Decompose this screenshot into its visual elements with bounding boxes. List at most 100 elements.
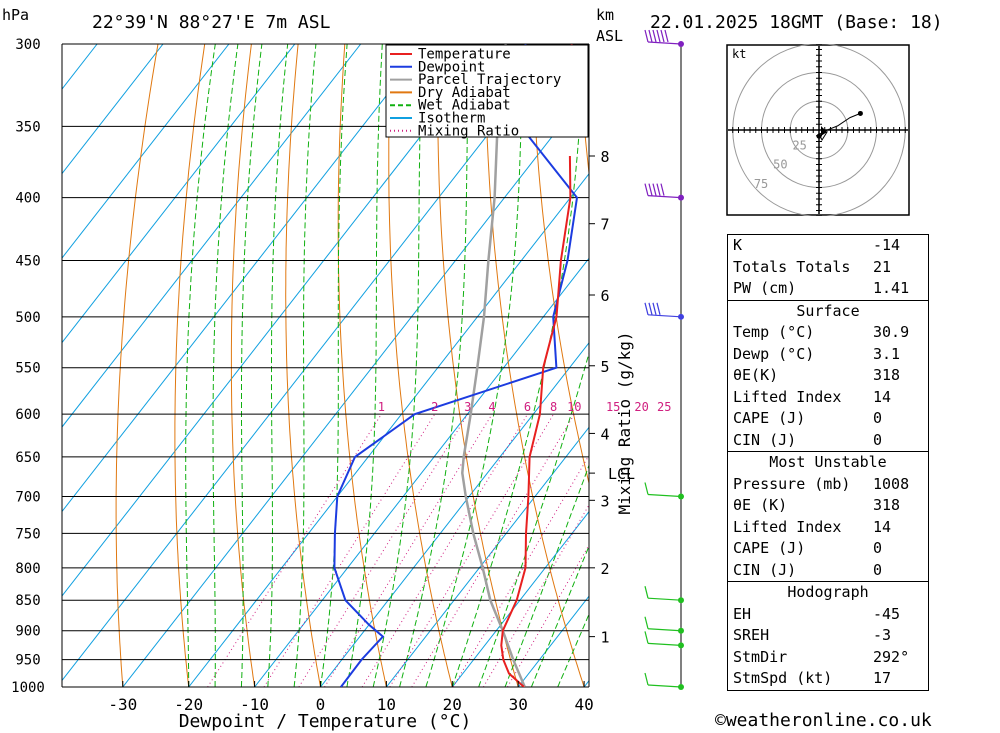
legend-label: Temperature	[418, 47, 511, 63]
most-unstable-index-value: 0	[873, 539, 883, 557]
most-unstable-index-label: Pressure (mb)	[733, 474, 851, 493]
wind-barb-feather	[652, 183, 657, 196]
pressure-tick-label: 950	[15, 653, 40, 669]
indices-table: K -14 Totals Totals 21 PW (cm) 1.41 Surface T…	[727, 234, 929, 691]
hodograph-index-value: -3	[873, 626, 892, 644]
mixing-ratio-line	[324, 413, 493, 687]
most-unstable-index-label: Lifted Index	[733, 517, 842, 536]
hodograph-index-label: EH	[733, 604, 752, 623]
wind-barb-feather	[656, 183, 661, 196]
km-tick-label: 5	[600, 358, 609, 376]
dry-adiabat-line	[230, 44, 256, 687]
wind-barb-feather	[644, 302, 649, 315]
wind-barb-staff	[647, 195, 682, 199]
dry-adiabat-line	[719, 44, 720, 687]
mixing-ratio-label: 6	[524, 400, 531, 414]
pressure-tick-label: 800	[15, 561, 40, 577]
general-indices: K -14 Totals Totals 21 PW (cm) 1.41	[728, 235, 928, 300]
wind-barb-staff	[647, 314, 682, 318]
km-tick-label: 3	[600, 492, 609, 510]
km-tick-label: 2	[600, 560, 609, 578]
pressure-tick-label: 900	[15, 624, 40, 640]
mixing-ratio-label: 15	[606, 400, 620, 414]
wind-barb-feather	[644, 631, 649, 644]
general-index-label: Totals Totals	[733, 257, 851, 276]
hodograph-index-label: SREH	[733, 626, 770, 644]
mixing-ratio-label: 1	[378, 400, 385, 414]
legend-label: Isotherm	[418, 111, 485, 127]
most-unstable-index-value: 14	[873, 517, 892, 536]
wind-barb	[644, 29, 682, 45]
wind-barb-feather	[648, 302, 653, 315]
copyright: ©weatheronline.co.uk	[715, 710, 932, 731]
isotherm-line	[62, 44, 164, 175]
general-index-value: 1.41	[873, 279, 910, 297]
wet-adiabat-line	[557, 612, 589, 687]
profiles	[333, 44, 579, 687]
general-index-row: K -14	[728, 235, 928, 257]
surface-index-value: 0	[873, 409, 883, 427]
pressure-tick-label: 600	[15, 407, 40, 423]
surface-index-value: 318	[873, 366, 901, 384]
hodograph-ring-label: 75	[754, 177, 768, 191]
mixing-ratio-line	[482, 503, 589, 687]
surface-section-title: Surface	[728, 299, 928, 323]
wind-barb-feather	[648, 29, 653, 43]
surface-index-label: CIN (J)	[733, 430, 797, 449]
hodograph-unit-label: kt	[732, 47, 746, 61]
hodograph-index-value: 292°	[873, 647, 910, 666]
datetime-title: 22.01.2025 18GMT (Base: 18)	[650, 12, 943, 33]
dry-adiabat-line	[115, 44, 159, 687]
hodograph-section-title: Hodograph	[728, 581, 928, 604]
mixing-ratio-line	[298, 413, 469, 687]
mixing-ratio-axis-label: Mixing Ratio (g/kg)	[615, 331, 634, 514]
legend-label: Wet Adiabat	[418, 98, 511, 114]
temperature-line	[500, 155, 572, 687]
wet-adiabat-line	[399, 44, 470, 687]
parcel-trajectory-line	[461, 44, 526, 687]
isotherm-line	[62, 44, 362, 428]
general-index-row: Totals Totals 21	[728, 257, 928, 279]
dry-adiabat-line	[337, 44, 387, 687]
pressure-tick-label: 550	[15, 361, 40, 377]
temp-tick-label: 0	[316, 695, 326, 714]
most-unstable-index-row: Pressure (mb) 1008	[728, 474, 928, 496]
surface-index-value: 3.1	[873, 344, 901, 363]
mixing-ratio-label: 2	[431, 400, 438, 414]
dewpoint-line	[333, 44, 579, 687]
isotherm-line	[650, 44, 720, 687]
isotherm-line	[62, 44, 296, 344]
temp-tick-label: 10	[377, 695, 396, 714]
wind-barb	[644, 631, 682, 646]
mixing-ratio-label: 8	[550, 400, 557, 414]
km-unit-label: km	[596, 6, 615, 24]
dry-adiabat-line	[672, 44, 720, 687]
wind-barb-feather	[644, 29, 649, 43]
mixing-ratio-line	[389, 413, 554, 687]
dry-adiabat-line	[484, 44, 585, 687]
isotherm-line	[451, 510, 589, 687]
temp-tick-label: -20	[174, 695, 203, 714]
temp-tick-label: 20	[443, 695, 462, 714]
wind-barb	[644, 672, 682, 688]
surface-index-label: Temp (°C)	[733, 323, 815, 341]
most-unstable-index-row: CAPE (J) 0	[728, 538, 928, 560]
wet-adiabat-line	[372, 44, 424, 687]
surface-index-row: CIN (J) 0	[728, 430, 928, 452]
wind-barb	[644, 482, 682, 498]
wind-barb-feather	[656, 29, 661, 43]
wet-adiabat-line	[212, 44, 239, 687]
isotherm-line	[62, 44, 230, 259]
storm-motion-marker-outline	[818, 131, 829, 142]
wind-barb-staff	[647, 41, 682, 45]
surface-index-value: 30.9	[873, 323, 910, 341]
legend-label: Dry Adiabat	[418, 85, 511, 101]
legend-label: Parcel Trajectory	[418, 72, 561, 88]
most-unstable-indices: Pressure (mb) 1008 θE (K) 318 Lifted Index 14…	[728, 474, 928, 582]
temp-tick-label: 40	[574, 695, 593, 714]
pressure-tick-label: 300	[15, 37, 40, 53]
wet-adiabat-line	[425, 44, 524, 687]
most-unstable-index-value: 318	[873, 496, 901, 514]
wind-barb-feather	[644, 586, 649, 599]
pressure-tick-label: 650	[15, 450, 40, 466]
